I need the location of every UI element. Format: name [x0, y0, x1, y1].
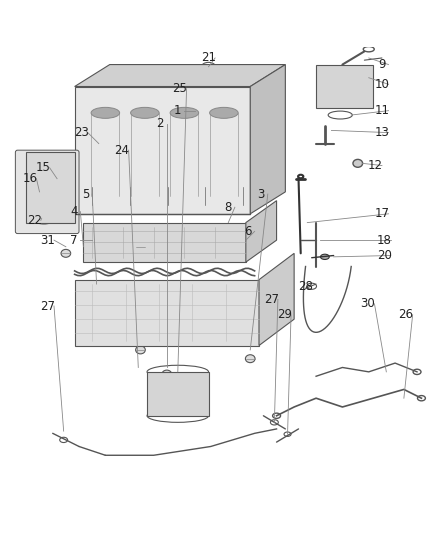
Text: 9: 9 — [377, 58, 385, 71]
Ellipse shape — [135, 346, 145, 354]
Polygon shape — [74, 280, 258, 345]
Polygon shape — [250, 64, 285, 214]
FancyBboxPatch shape — [15, 150, 79, 233]
Text: 23: 23 — [74, 126, 88, 139]
Ellipse shape — [162, 370, 171, 378]
Ellipse shape — [131, 107, 159, 118]
Polygon shape — [83, 223, 245, 262]
Ellipse shape — [135, 243, 145, 251]
Text: 11: 11 — [374, 104, 389, 117]
Text: 12: 12 — [367, 159, 382, 172]
Text: 18: 18 — [376, 233, 391, 247]
Text: 1: 1 — [173, 104, 181, 117]
Ellipse shape — [209, 107, 237, 118]
Ellipse shape — [170, 107, 198, 118]
Polygon shape — [26, 152, 74, 223]
Text: 20: 20 — [376, 249, 391, 262]
Ellipse shape — [61, 249, 71, 257]
Ellipse shape — [245, 355, 254, 362]
Text: 7: 7 — [70, 233, 78, 247]
Text: 15: 15 — [35, 161, 50, 174]
Text: 26: 26 — [398, 308, 413, 321]
Text: 3: 3 — [257, 188, 264, 200]
Text: 30: 30 — [360, 297, 374, 310]
Polygon shape — [245, 200, 276, 262]
Text: 17: 17 — [374, 207, 389, 220]
Text: 21: 21 — [201, 52, 215, 64]
Polygon shape — [315, 64, 372, 108]
Text: 28: 28 — [297, 280, 312, 293]
Text: 8: 8 — [224, 201, 231, 214]
Text: 31: 31 — [40, 233, 55, 247]
Text: 5: 5 — [82, 188, 89, 200]
Text: 27: 27 — [40, 300, 55, 312]
Ellipse shape — [91, 107, 119, 118]
Text: 24: 24 — [114, 144, 129, 157]
Polygon shape — [147, 372, 208, 416]
Polygon shape — [258, 253, 293, 345]
Text: 22: 22 — [27, 214, 42, 227]
Text: 25: 25 — [172, 82, 187, 95]
Text: 4: 4 — [70, 205, 78, 218]
Text: 6: 6 — [244, 225, 251, 238]
Text: 10: 10 — [374, 78, 389, 91]
Text: 27: 27 — [263, 293, 278, 306]
Polygon shape — [74, 86, 250, 214]
Ellipse shape — [320, 254, 328, 260]
Text: 16: 16 — [22, 172, 37, 185]
Ellipse shape — [352, 159, 362, 167]
Text: 2: 2 — [156, 117, 164, 131]
Polygon shape — [74, 64, 285, 86]
Text: 13: 13 — [374, 126, 389, 139]
Text: 29: 29 — [276, 308, 291, 321]
